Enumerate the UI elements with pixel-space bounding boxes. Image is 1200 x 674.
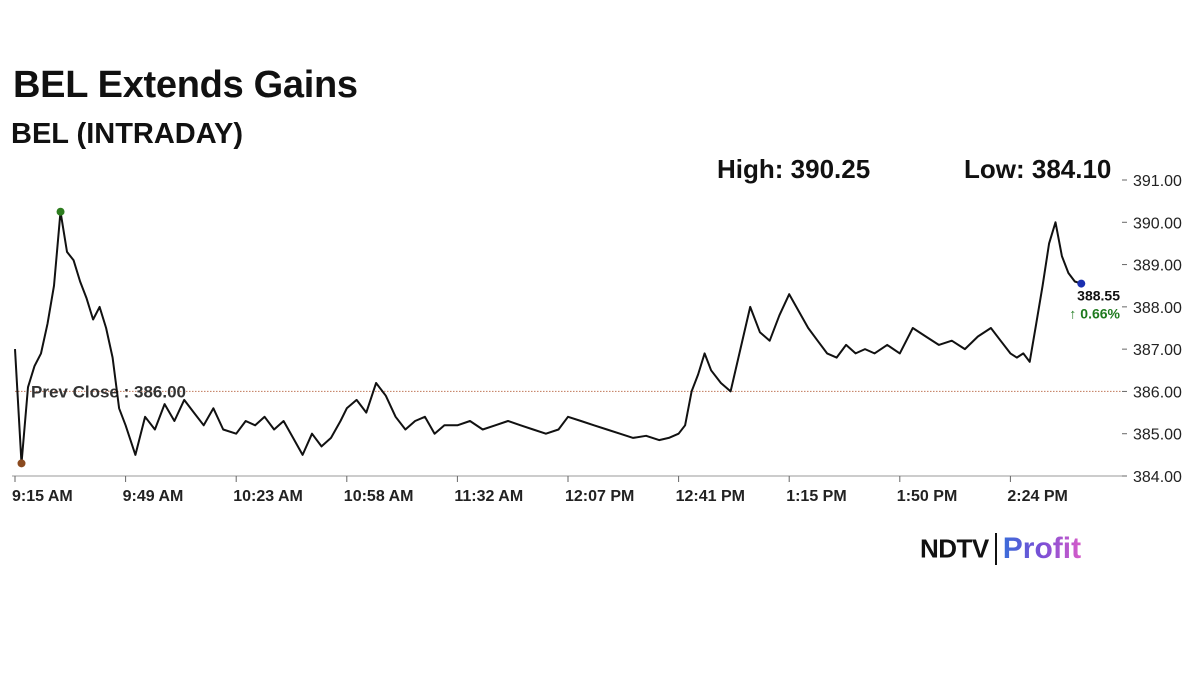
ndtv-profit-logo: NDTV Profit xyxy=(920,532,1081,572)
y-tick-label: 387.00 xyxy=(1133,342,1182,359)
x-tick-label: 12:41 PM xyxy=(676,488,745,505)
x-tick-label: 1:15 PM xyxy=(786,488,846,505)
price-series-line xyxy=(14,210,1082,465)
prev-close-label: Prev Close : 386.00 xyxy=(31,382,186,401)
chart-subtitle: BEL (INTRADAY) xyxy=(11,118,244,150)
chart-title: BEL Extends Gains xyxy=(13,64,358,106)
x-tick-label: 10:23 AM xyxy=(233,488,303,505)
x-tick-label: 9:49 AM xyxy=(123,488,184,505)
x-tick-label: 10:58 AM xyxy=(344,488,414,505)
y-tick-label: 386.00 xyxy=(1133,384,1182,401)
x-tick-label: 2:24 PM xyxy=(1007,488,1067,505)
y-tick-label: 385.00 xyxy=(1133,427,1182,444)
markers xyxy=(17,207,1086,468)
y-axis: 384.00 385.00 386.00 387.00 388.00 389.00 390.… xyxy=(1122,173,1182,486)
low-marker xyxy=(17,459,26,468)
logo-brand: NDTV xyxy=(920,533,989,564)
last-price-marker xyxy=(1077,279,1086,288)
x-tick-label: 12:07 PM xyxy=(565,488,634,505)
x-tick-label: 11:32 AM xyxy=(454,488,523,505)
y-tick-label: 384.00 xyxy=(1133,469,1182,486)
last-price-label: 388.55 xyxy=(1077,288,1120,304)
y-tick-label: 391.00 xyxy=(1133,173,1182,190)
y-tick-label: 389.00 xyxy=(1133,258,1182,275)
change-percent-label: ↑ 0.66% xyxy=(1069,306,1120,322)
high-value-label: High: 390.25 xyxy=(717,154,871,184)
y-tick-label: 390.00 xyxy=(1133,215,1182,232)
x-axis: 9:15 AM 9:49 AM 10:23 AM 10:58 AM 11:32 AM 12… xyxy=(12,475,1122,505)
logo-separator xyxy=(994,533,997,565)
logo-product: Profit xyxy=(1002,532,1082,565)
low-value-label: Low: 384.10 xyxy=(964,154,1112,184)
x-tick-label: 1:50 PM xyxy=(897,488,957,505)
x-tick-label: 9:15 AM xyxy=(12,488,73,505)
high-marker xyxy=(56,207,65,216)
y-tick-label: 388.00 xyxy=(1133,300,1182,317)
